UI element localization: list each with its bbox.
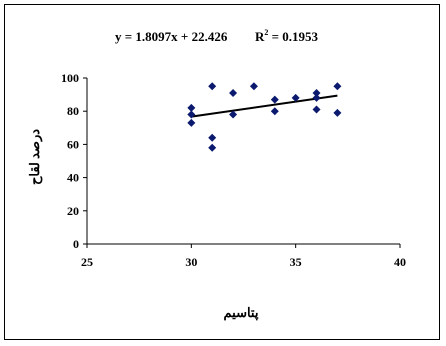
- y-tick-label: 100: [61, 71, 79, 85]
- trendline-group: [191, 94, 338, 118]
- trendline: [191, 94, 338, 118]
- data-point: [229, 88, 238, 97]
- data-point: [187, 118, 196, 127]
- data-point: [312, 93, 321, 102]
- data-point: [187, 103, 196, 112]
- x-tick-label: 30: [185, 255, 197, 269]
- y-tick-label: 60: [67, 137, 79, 151]
- data-point: [208, 143, 217, 152]
- data-points: [187, 82, 342, 152]
- x-axis-label: پتاسیم: [224, 305, 259, 321]
- y-tick-label: 20: [67, 204, 79, 218]
- y-tick-label: 0: [73, 237, 79, 251]
- r-squared-label: R2 = 0.1953: [255, 28, 319, 44]
- data-point: [291, 93, 300, 102]
- scatter-chart: y = 1.8097x + 22.426 R2 = 0.1953 0 20 40 60…: [27, 28, 406, 321]
- chart-frame: y = 1.8097x + 22.426 R2 = 0.1953 0 20 40 60…: [4, 4, 440, 340]
- axes: [83, 77, 401, 248]
- data-point: [208, 133, 217, 142]
- data-point: [312, 88, 321, 97]
- data-point: [333, 82, 342, 91]
- data-point: [229, 110, 238, 119]
- data-point: [312, 105, 321, 114]
- tick-labels: 0 20 40 60 80 100 25 30 35 40: [61, 71, 406, 269]
- data-point: [208, 82, 217, 91]
- r-squared-exponent: 2: [264, 28, 268, 37]
- x-tick-label: 25: [81, 255, 93, 269]
- y-tick-label: 40: [67, 171, 79, 185]
- data-point: [270, 107, 279, 116]
- data-point: [270, 95, 279, 104]
- data-point: [249, 82, 258, 91]
- y-axis-label: درصد لقاح: [27, 129, 43, 185]
- data-point: [333, 108, 342, 117]
- x-tick-label: 35: [290, 255, 302, 269]
- equation-label: y = 1.8097x + 22.426: [115, 29, 228, 44]
- data-point: [187, 110, 196, 119]
- y-tick-label: 80: [67, 104, 79, 118]
- x-tick-label: 40: [394, 255, 406, 269]
